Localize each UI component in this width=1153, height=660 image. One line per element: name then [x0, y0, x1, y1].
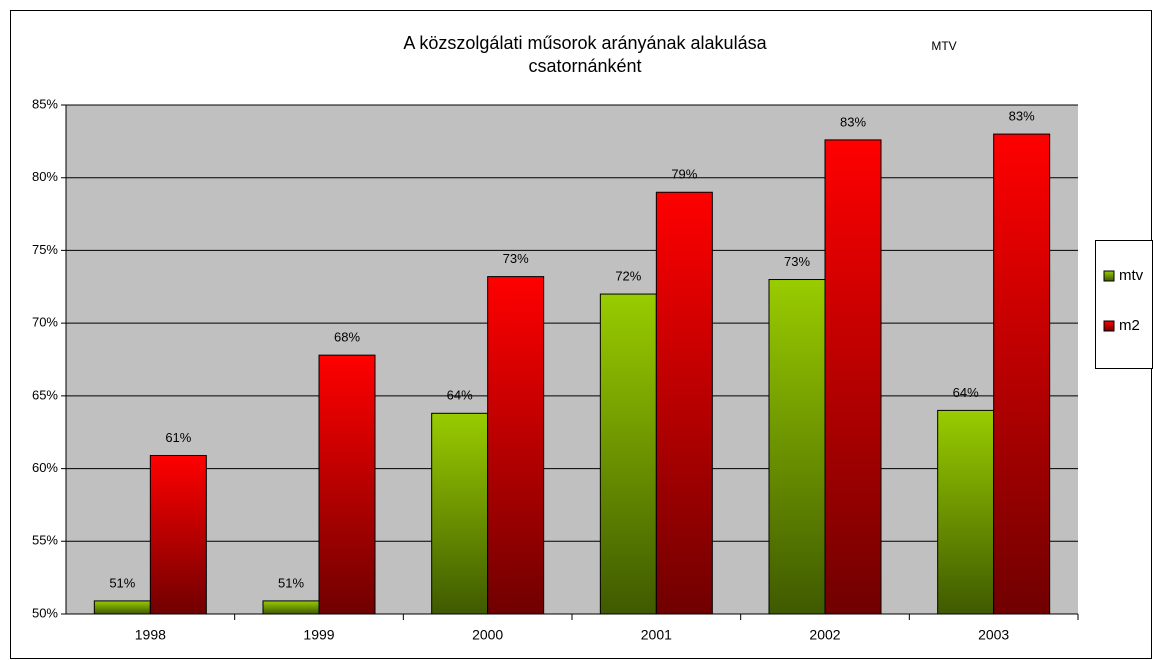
legend-label: m2: [1119, 317, 1140, 334]
chart-title: csatornánként: [528, 56, 641, 76]
x-tick-label: 2000: [472, 627, 503, 643]
legend-label: mtv: [1119, 267, 1144, 284]
data-label: 73%: [784, 254, 810, 269]
bar: [318, 354, 376, 615]
bar: [431, 412, 489, 615]
y-tick-label: 50%: [32, 605, 58, 620]
bar: [262, 600, 320, 615]
y-tick-label: 65%: [32, 387, 58, 402]
legend-swatch: [1103, 270, 1115, 282]
x-tick-label: 1999: [303, 627, 334, 643]
y-tick-label: 80%: [32, 169, 58, 184]
legend-swatch: [1103, 320, 1115, 332]
data-label: 73%: [503, 251, 529, 266]
x-tick-label: 2003: [978, 627, 1009, 643]
plot-area: [66, 105, 1078, 614]
data-label: 51%: [109, 575, 135, 590]
y-tick-label: 60%: [32, 460, 58, 475]
bar: [93, 600, 151, 615]
bar: [655, 191, 713, 615]
data-label: 68%: [334, 330, 360, 345]
bar: [993, 133, 1051, 615]
bar: [937, 409, 995, 615]
data-label: 64%: [447, 388, 473, 403]
data-label: 83%: [840, 114, 866, 129]
bar: [149, 454, 207, 615]
y-tick-label: 70%: [32, 315, 58, 330]
x-tick-label: 2001: [641, 627, 672, 643]
bar: [824, 139, 882, 615]
y-tick-label: 75%: [32, 242, 58, 257]
data-label: 72%: [615, 268, 641, 283]
annotation: MTV: [931, 39, 956, 53]
data-label: 64%: [953, 385, 979, 400]
y-tick-label: 85%: [32, 96, 58, 111]
bar: [599, 293, 657, 615]
data-label: 79%: [671, 167, 697, 182]
data-label: 83%: [1009, 109, 1035, 124]
x-tick-label: 1998: [135, 627, 166, 643]
bar: [487, 276, 545, 615]
data-label: 61%: [165, 430, 191, 445]
data-label: 51%: [278, 575, 304, 590]
x-tick-label: 2002: [809, 627, 840, 643]
bar: [768, 279, 826, 615]
legend-box: [1095, 240, 1153, 369]
y-tick-label: 55%: [32, 533, 58, 548]
chart-title: A közszolgálati műsorok arányának alakul…: [403, 33, 767, 53]
